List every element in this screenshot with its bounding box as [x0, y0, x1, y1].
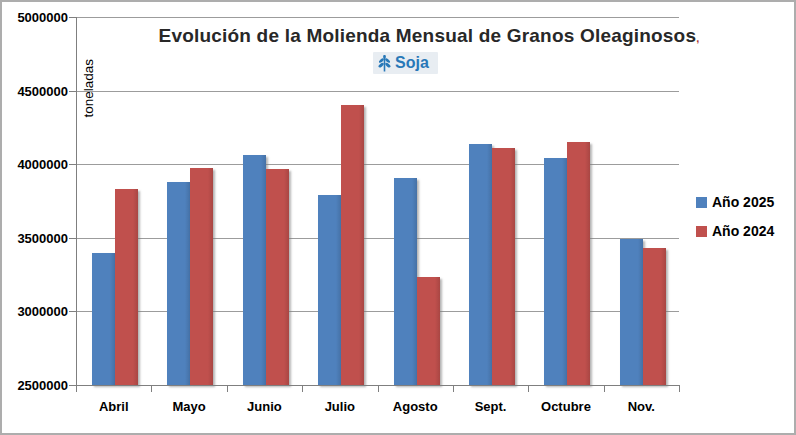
legend-swatch-2025 [696, 197, 707, 208]
bar [115, 189, 138, 385]
chart-title: Evolución de la Molienda Mensual de Gran… [76, 25, 782, 47]
y-axis-tick-label: 4000000 [4, 157, 68, 172]
x-axis-tick [378, 386, 379, 392]
gridline [76, 91, 679, 92]
y-axis-tick-label: 3000000 [4, 304, 68, 319]
y-axis-title: toneladas [81, 59, 96, 118]
soja-badge-label: Soja [395, 54, 429, 72]
bar [567, 142, 590, 385]
bar [190, 168, 213, 385]
soy-plant-icon [378, 55, 391, 72]
legend-item-2025: Año 2025 [696, 194, 774, 210]
x-axis-label: Julio [302, 399, 377, 414]
y-axis-tick-label: 4500000 [4, 84, 68, 99]
x-axis-label: Junio [227, 399, 302, 414]
x-axis-tick [453, 386, 454, 392]
legend: Año 2025 Año 2024 [696, 194, 774, 252]
x-axis-label: Sept. [453, 399, 528, 414]
legend-swatch-2024 [696, 226, 707, 237]
y-axis-tick [69, 91, 76, 92]
x-axis-label: Octubre [528, 399, 603, 414]
legend-item-2024: Año 2024 [696, 223, 774, 239]
y-axis-tick [69, 311, 76, 312]
x-axis-label: Agosto [378, 399, 453, 414]
y-axis-tick [69, 238, 76, 239]
bar [417, 277, 440, 385]
x-axis-tick [528, 386, 529, 392]
gridline [76, 17, 679, 18]
y-axis-tick-label: 5000000 [4, 10, 68, 25]
bar [643, 248, 666, 385]
bar [92, 253, 115, 385]
y-axis-tick [69, 17, 76, 18]
bar [492, 148, 515, 385]
bar [341, 105, 364, 385]
bar [243, 155, 266, 385]
x-axis-tick [151, 386, 152, 392]
x-axis-label: Mayo [151, 399, 226, 414]
title-footnote: , [696, 32, 699, 44]
bar [167, 182, 190, 385]
x-axis-tick [227, 386, 228, 392]
y-axis-tick [69, 385, 76, 386]
bar [318, 195, 341, 385]
chart-title-text: Evolución de la Molienda Mensual de Gran… [159, 25, 697, 46]
y-axis-line [76, 17, 77, 386]
y-axis-tick-label: 3500000 [4, 231, 68, 246]
x-axis-tick [679, 386, 680, 392]
y-axis-tick [69, 164, 76, 165]
bar [469, 144, 492, 385]
x-axis-label: Abril [76, 399, 151, 414]
legend-label-2025: Año 2025 [712, 194, 774, 210]
legend-label-2024: Año 2024 [712, 223, 774, 239]
x-axis-tick [302, 386, 303, 392]
chart-canvas: Evolución de la Molienda Mensual de Gran… [0, 0, 796, 435]
x-axis-tick [604, 386, 605, 392]
x-axis-tick [76, 386, 77, 392]
bar [394, 178, 417, 385]
bar [620, 239, 643, 385]
bar [544, 158, 567, 385]
y-axis-tick-label: 2500000 [4, 378, 68, 393]
soja-badge: Soja [373, 52, 438, 74]
bar [266, 169, 289, 385]
x-axis-label: Nov. [604, 399, 679, 414]
